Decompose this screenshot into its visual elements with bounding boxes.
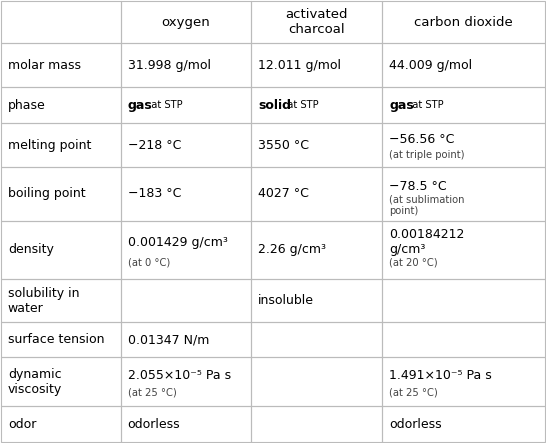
Bar (251, 167, 382, 221)
Bar (1, 167, 121, 221)
Bar (382, 1, 545, 43)
Text: phase: phase (8, 99, 45, 112)
Text: 1.491×10⁻⁵ Pa s: 1.491×10⁻⁵ Pa s (389, 369, 492, 382)
Text: 2.26 g/cm³: 2.26 g/cm³ (258, 243, 327, 256)
Text: solid: solid (258, 99, 292, 112)
Bar (251, 358, 382, 406)
Bar (251, 279, 382, 323)
Text: insoluble: insoluble (258, 294, 314, 307)
Text: 4027 °C: 4027 °C (258, 187, 309, 200)
Bar (121, 124, 251, 167)
Text: −218 °C: −218 °C (128, 139, 181, 152)
Bar (1, 221, 121, 279)
Text: gas: gas (128, 99, 152, 112)
Bar (121, 1, 251, 43)
Text: odorless: odorless (128, 418, 180, 431)
Text: 0.001429 g/cm³: 0.001429 g/cm³ (128, 236, 228, 249)
Text: 0.01347 N/m: 0.01347 N/m (128, 334, 209, 346)
Text: at STP: at STP (145, 100, 183, 110)
Bar (382, 124, 545, 167)
Bar (121, 221, 251, 279)
Bar (251, 406, 382, 442)
Text: at STP: at STP (281, 100, 319, 110)
Text: −78.5 °C: −78.5 °C (389, 180, 447, 194)
Text: 2.055×10⁻⁵ Pa s: 2.055×10⁻⁵ Pa s (128, 369, 231, 382)
Text: melting point: melting point (8, 139, 91, 152)
Bar (251, 221, 382, 279)
Bar (1, 323, 121, 358)
Bar (1, 406, 121, 442)
Text: 3550 °C: 3550 °C (258, 139, 309, 152)
Text: density: density (8, 243, 54, 256)
Bar (382, 279, 545, 323)
Text: boiling point: boiling point (8, 187, 85, 200)
Bar (121, 406, 251, 442)
Bar (251, 87, 382, 124)
Text: surface tension: surface tension (8, 334, 104, 346)
Text: (at 20 °C): (at 20 °C) (389, 257, 438, 268)
Bar (121, 167, 251, 221)
Text: 12.011 g/mol: 12.011 g/mol (258, 59, 341, 72)
Bar (382, 406, 545, 442)
Text: −56.56 °C: −56.56 °C (389, 133, 454, 146)
Text: odorless: odorless (389, 418, 442, 431)
Text: 31.998 g/mol: 31.998 g/mol (128, 59, 211, 72)
Bar (382, 323, 545, 358)
Text: odor: odor (8, 418, 36, 431)
Bar (251, 43, 382, 87)
Text: (at 25 °C): (at 25 °C) (128, 387, 176, 397)
Bar (1, 358, 121, 406)
Text: (at 0 °C): (at 0 °C) (128, 257, 170, 268)
Text: (at triple point): (at triple point) (389, 150, 465, 160)
Bar (382, 358, 545, 406)
Text: 0.00184212
g/cm³: 0.00184212 g/cm³ (389, 228, 465, 256)
Bar (121, 87, 251, 124)
Bar (1, 279, 121, 323)
Bar (1, 1, 121, 43)
Bar (1, 124, 121, 167)
Text: solubility in
water: solubility in water (8, 287, 79, 315)
Text: −183 °C: −183 °C (128, 187, 181, 200)
Text: oxygen: oxygen (162, 16, 210, 28)
Bar (121, 43, 251, 87)
Bar (1, 87, 121, 124)
Bar (251, 323, 382, 358)
Text: molar mass: molar mass (8, 59, 81, 72)
Text: dynamic
viscosity: dynamic viscosity (8, 368, 62, 396)
Bar (121, 279, 251, 323)
Text: gas: gas (389, 99, 414, 112)
Text: carbon dioxide: carbon dioxide (414, 16, 513, 28)
Text: (at 25 °C): (at 25 °C) (389, 387, 438, 397)
Bar (382, 221, 545, 279)
Bar (251, 1, 382, 43)
Bar (121, 358, 251, 406)
Text: activated
charcoal: activated charcoal (286, 8, 348, 36)
Bar (382, 43, 545, 87)
Bar (121, 323, 251, 358)
Bar (382, 87, 545, 124)
Text: (at sublimation
point): (at sublimation point) (389, 195, 465, 216)
Bar (1, 43, 121, 87)
Text: 44.009 g/mol: 44.009 g/mol (389, 59, 472, 72)
Text: at STP: at STP (406, 100, 444, 110)
Bar (382, 167, 545, 221)
Bar (251, 124, 382, 167)
